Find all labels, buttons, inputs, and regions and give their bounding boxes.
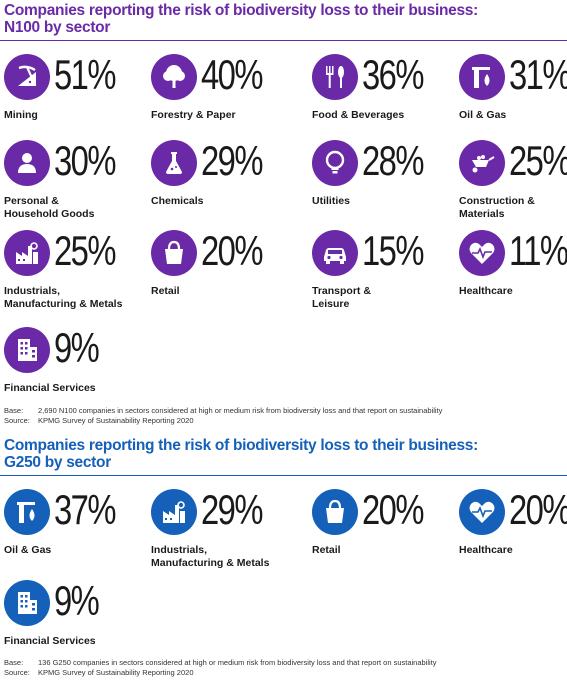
person-icon — [4, 140, 50, 186]
n100-sector-item: 28% Utilities — [312, 137, 457, 230]
sector-label: Healthcare — [459, 285, 513, 297]
sector-percentage: 51% — [54, 51, 116, 98]
n100-sector-item: 40% Forestry & Paper — [151, 51, 296, 144]
sector-percentage: 11% — [509, 227, 567, 274]
sector-percentage: 20% — [509, 486, 567, 533]
sector-percentage: 31% — [509, 51, 567, 98]
building-icon — [4, 580, 50, 626]
sector-percentage: 30% — [54, 137, 116, 184]
g250-title-line1: Companies reporting the risk of biodiver… — [4, 437, 478, 454]
n100-sector-item: 25% Construction & Materials — [459, 137, 567, 230]
sector-label: Healthcare — [459, 544, 513, 556]
wheelbarrow-icon — [459, 140, 505, 186]
sector-percentage: 25% — [54, 227, 116, 274]
g250-sector-item: 20% Healthcare — [459, 486, 567, 579]
n100-title: Companies reporting the risk of biodiver… — [4, 2, 478, 36]
sector-percentage: 9% — [54, 324, 100, 371]
n100-sector-item: 11% Healthcare — [459, 227, 567, 320]
n100-title-line2: N100 by sector — [4, 19, 111, 36]
sector-label: Retail — [312, 544, 341, 556]
sector-percentage: 37% — [54, 486, 116, 533]
sector-label: Transport & Leisure — [312, 285, 371, 310]
sector-percentage: 25% — [509, 137, 567, 184]
sector-label: Food & Beverages — [312, 109, 405, 121]
sector-percentage: 40% — [201, 51, 263, 98]
sector-percentage: 29% — [201, 486, 263, 533]
sector-label: Personal & Household Goods — [4, 195, 95, 220]
g250-source-label: Source: — [4, 668, 30, 677]
g250-title: Companies reporting the risk of biodiver… — [4, 437, 478, 471]
n100-sector-item: 20% Retail — [151, 227, 296, 320]
sector-label: Industrials, Manufacturing & Metals — [4, 285, 123, 310]
g250-source-text: KPMG Survey of Sustainability Reporting … — [38, 668, 194, 677]
n100-divider — [0, 40, 567, 41]
g250-base-text: 136 G250 companies in sectors considered… — [38, 658, 437, 667]
sector-label: Utilities — [312, 195, 350, 207]
g250-base-note: Base: 136 G250 companies in sectors consi… — [4, 658, 437, 668]
factory-icon — [151, 489, 197, 535]
sector-percentage: 20% — [201, 227, 263, 274]
sector-percentage: 29% — [201, 137, 263, 184]
sector-percentage: 15% — [362, 227, 424, 274]
n100-sector-item: 51% Mining — [4, 51, 149, 144]
n100-source-label: Source: — [4, 416, 30, 425]
n100-sector-item: 29% Chemicals — [151, 137, 296, 230]
sector-label: Forestry & Paper — [151, 109, 236, 121]
n100-sector-item: 31% Oil & Gas — [459, 51, 567, 144]
g250-sector-item: 29% Industrials, Manufacturing & Metals — [151, 486, 296, 579]
tree-icon — [151, 54, 197, 100]
oil-drop-icon — [459, 54, 505, 100]
n100-title-line1: Companies reporting the risk of biodiver… — [4, 2, 478, 19]
sector-label: Financial Services — [4, 382, 96, 394]
g250-base-label: Base: — [4, 658, 24, 667]
factory-icon — [4, 230, 50, 276]
g250-source-note: Source: KPMG Survey of Sustainability Rep… — [4, 668, 194, 678]
n100-sector-item: 25% Industrials, Manufacturing & Metals — [4, 227, 149, 320]
pickaxe-icon — [4, 54, 50, 100]
n100-sector-item: 36% Food & Beverages — [312, 51, 457, 144]
sector-label: Oil & Gas — [459, 109, 507, 121]
sector-label: Construction & Materials — [459, 195, 535, 220]
lightbulb-icon — [312, 140, 358, 186]
n100-source-note: Source: KPMG Survey of Sustainability Rep… — [4, 416, 194, 426]
sector-label: Industrials, Manufacturing & Metals — [151, 544, 270, 569]
heart-pulse-icon — [459, 489, 505, 535]
sector-percentage: 36% — [362, 51, 424, 98]
n100-base-label: Base: — [4, 406, 24, 415]
sector-label: Chemicals — [151, 195, 204, 207]
g250-sector-item: 37% Oil & Gas — [4, 486, 149, 579]
n100-base-note: Base: 2,690 N100 companies in sectors con… — [4, 406, 442, 416]
sector-percentage: 28% — [362, 137, 424, 184]
shopping-bag-icon — [312, 489, 358, 535]
heart-pulse-icon — [459, 230, 505, 276]
cutlery-icon — [312, 54, 358, 100]
sector-label: Oil & Gas — [4, 544, 52, 556]
g250-divider — [0, 475, 567, 476]
g250-sector-item: 9% Financial Services — [4, 577, 149, 670]
flask-icon — [151, 140, 197, 186]
sector-percentage: 9% — [54, 577, 100, 624]
sector-label: Financial Services — [4, 635, 96, 647]
sector-label: Mining — [4, 109, 38, 121]
n100-sector-item: 15% Transport & Leisure — [312, 227, 457, 320]
sector-label: Retail — [151, 285, 180, 297]
sector-percentage: 20% — [362, 486, 424, 533]
n100-sector-item: 30% Personal & Household Goods — [4, 137, 149, 230]
building-icon — [4, 327, 50, 373]
g250-sector-item: 20% Retail — [312, 486, 457, 579]
car-icon — [312, 230, 358, 276]
n100-source-text: KPMG Survey of Sustainability Reporting … — [38, 416, 194, 425]
shopping-bag-icon — [151, 230, 197, 276]
oil-drop-icon — [4, 489, 50, 535]
n100-base-text: 2,690 N100 companies in sectors consider… — [38, 406, 443, 415]
g250-title-line2: G250 by sector — [4, 454, 111, 471]
n100-sector-item: 9% Financial Services — [4, 324, 149, 417]
